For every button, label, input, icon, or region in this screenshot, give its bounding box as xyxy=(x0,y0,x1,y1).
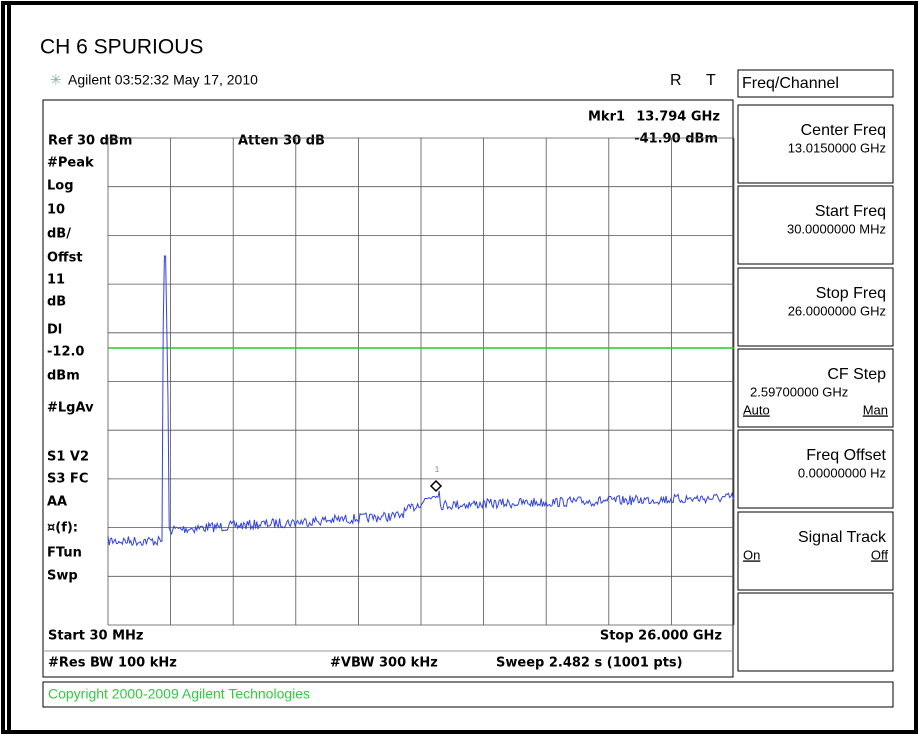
marker-number: 1 xyxy=(435,465,440,474)
softkey-label: CF Step xyxy=(827,366,886,383)
softkey-option: On xyxy=(743,547,760,562)
icon: ✳ xyxy=(50,72,62,88)
annotation: dB/ xyxy=(47,227,71,242)
softkey-label: Freq Offset xyxy=(806,447,886,464)
annotation: FTun xyxy=(47,546,82,561)
screen-frame xyxy=(42,99,734,678)
timestamp: Agilent 03:52:32 May 17, 2010 xyxy=(68,72,258,88)
softkey-label: Signal Track xyxy=(798,529,887,546)
softkey[interactable] xyxy=(737,348,894,428)
softkey-value: 0.00000000 Hz xyxy=(798,465,886,480)
softkey-option: Off xyxy=(871,547,888,562)
annotation: Offst xyxy=(47,251,83,266)
softkey[interactable] xyxy=(737,429,894,509)
softkey-label: Start Freq xyxy=(815,203,886,220)
annotation: S1 V2 xyxy=(47,450,89,465)
attenuation: Atten 30 dB xyxy=(238,134,325,149)
start-freq: Start 30 MHz xyxy=(48,629,144,644)
annotation: Swp xyxy=(47,569,78,584)
softkey[interactable] xyxy=(737,267,894,347)
annotation: ¤(f): xyxy=(47,521,78,536)
copyright: Copyright 2000-2009 Agilent Technologies xyxy=(48,686,310,702)
softkey-label: Center Freq xyxy=(801,122,886,139)
marker xyxy=(429,479,443,493)
status-t: T xyxy=(706,72,716,89)
menu-title: Freq/Channel xyxy=(742,75,839,92)
annotation: -12.0 xyxy=(47,345,84,360)
annotation: Log xyxy=(47,179,74,194)
graticule xyxy=(107,137,735,626)
softkey[interactable] xyxy=(737,104,894,184)
softkey-value: 13.0150000 GHz xyxy=(788,140,886,155)
marker-freq: 13.794 GHz xyxy=(636,110,720,125)
softkey-value: 30.0000000 MHz xyxy=(787,221,886,236)
annotation: 10 xyxy=(47,203,65,218)
rbw: #Res BW 100 kHz xyxy=(48,656,177,671)
annotation: Dl xyxy=(47,323,62,338)
stop-freq: Stop 26.000 GHz xyxy=(600,629,722,644)
menu-title-box xyxy=(737,69,894,98)
annotation: 11 xyxy=(47,273,65,288)
softkey-option: Man xyxy=(863,402,888,417)
softkey[interactable] xyxy=(737,511,894,591)
status-r: R xyxy=(670,72,682,89)
annotation: AA xyxy=(47,495,67,510)
copyright-box xyxy=(42,681,894,708)
annotation: dBm xyxy=(47,369,80,384)
annotation: dB xyxy=(47,295,66,310)
left-annotations: #Peak Log 10 dB/Offst 11 dB Dl -12.0 dBm #LgAv S1 … xyxy=(47,156,94,584)
sweep: Sweep 2.482 s (1001 pts) xyxy=(496,656,683,671)
softkey[interactable] xyxy=(737,185,894,265)
vbw: #VBW 300 kHz xyxy=(330,656,438,671)
softkey-value: 2.59700000 GHz xyxy=(750,384,848,399)
softkey-label: Stop Freq xyxy=(816,285,886,302)
softkey-option: Auto xyxy=(743,402,770,417)
marker-name: Mkr1 xyxy=(588,110,625,125)
trace xyxy=(107,255,734,547)
softkey[interactable] xyxy=(737,592,894,672)
annotation: S3 FC xyxy=(47,472,88,487)
marker-level: -41.90 dBm xyxy=(634,132,718,147)
annotation: #Peak xyxy=(47,156,94,171)
softkey-value: 26.0000000 GHz xyxy=(788,303,886,318)
title: CH 6 SPURIOUS xyxy=(40,36,203,59)
ref-level: Ref 30 dBm xyxy=(48,134,132,149)
annotation: #LgAv xyxy=(47,401,94,416)
